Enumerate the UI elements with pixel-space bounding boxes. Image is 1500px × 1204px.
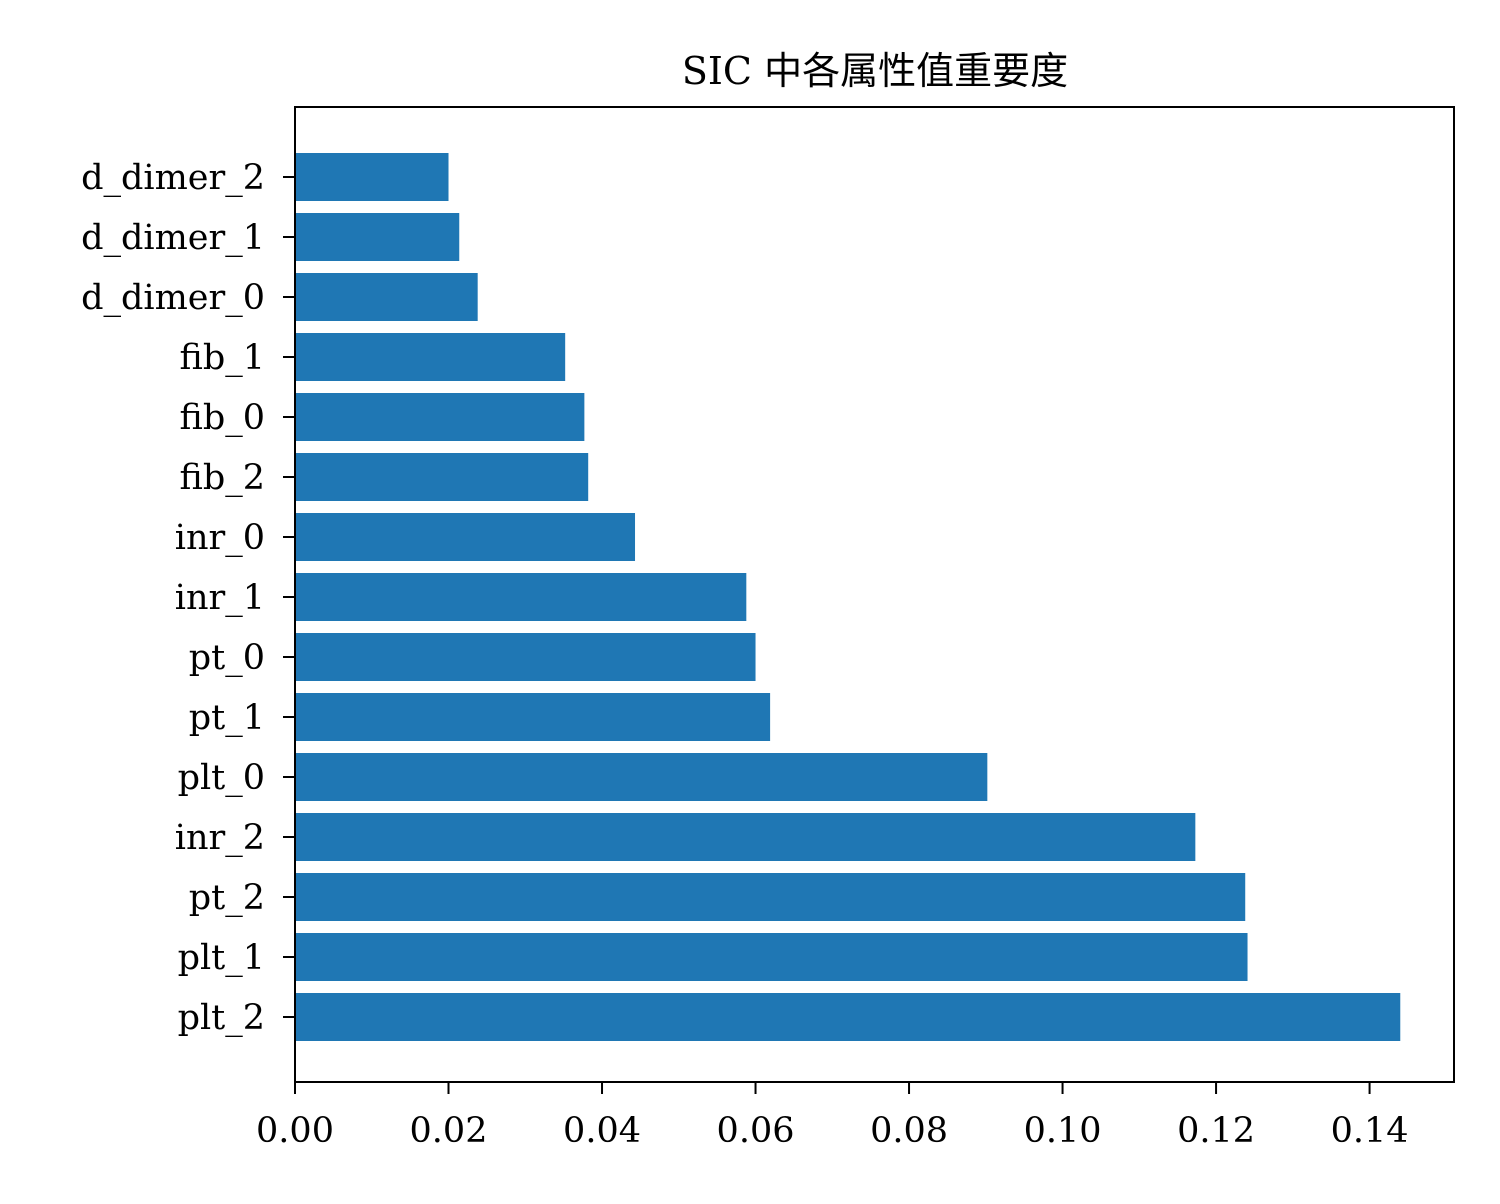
bar-inr-1 [295, 573, 747, 621]
x-tick-label: 0.14 [1331, 1111, 1409, 1151]
bar-inr-2 [295, 813, 1196, 861]
bar-pt-0 [295, 633, 756, 681]
bar-plt-0 [295, 753, 988, 801]
y-tick-label: plt_0 [178, 758, 265, 798]
chart-title: SIC 中各属性值重要度 [682, 49, 1068, 93]
x-tick-label: 0.00 [256, 1111, 334, 1151]
x-axis: 0.00 0.02 0.04 0.06 0.08 0.10 0.12 0.14 [256, 1082, 1409, 1151]
bar-d-dimer-1 [295, 213, 460, 261]
x-tick-label: 0.10 [1024, 1111, 1102, 1151]
bar-pt-1 [295, 693, 771, 741]
y-tick-label: plt_1 [178, 938, 265, 978]
x-tick-label: 0.08 [870, 1111, 948, 1151]
bars-layer [295, 153, 1401, 1041]
plot-frame [294, 106, 1455, 1083]
y-tick-label: inr_0 [175, 518, 265, 558]
bar-plt-2 [295, 993, 1401, 1041]
y-tick-label: d_dimer_0 [81, 278, 265, 318]
x-tick-label: 0.06 [717, 1111, 795, 1151]
y-tick-label: pt_2 [189, 878, 265, 918]
y-tick-label: inr_1 [175, 578, 265, 618]
y-tick-label: fib_1 [179, 338, 265, 378]
y-tick-label: d_dimer_2 [81, 158, 265, 198]
bar-fib-2 [295, 453, 589, 501]
bar-d-dimer-0 [295, 273, 478, 321]
y-tick-label: d_dimer_1 [81, 218, 265, 258]
bar-plt-1 [295, 933, 1248, 981]
y-tick-label: pt_0 [189, 638, 265, 678]
bar-inr-0 [295, 513, 636, 561]
x-tick-label: 0.12 [1177, 1111, 1255, 1151]
bar-fib-1 [295, 333, 566, 381]
y-tick-label: fib_0 [179, 398, 265, 438]
y-tick-label: pt_1 [189, 698, 265, 738]
y-tick-label: fib_2 [179, 458, 265, 498]
bar-pt-2 [295, 873, 1246, 921]
y-tick-label: plt_2 [178, 998, 265, 1038]
bar-fib-0 [295, 393, 585, 441]
bar-d-dimer-2 [295, 153, 449, 201]
x-tick-label: 0.02 [410, 1111, 488, 1151]
y-tick-label: inr_2 [175, 818, 265, 858]
y-axis: d_dimer_2 d_dimer_1 d_dimer_0 fib_1 fib_0fib… [81, 158, 295, 1038]
x-tick-label: 0.04 [563, 1111, 641, 1151]
